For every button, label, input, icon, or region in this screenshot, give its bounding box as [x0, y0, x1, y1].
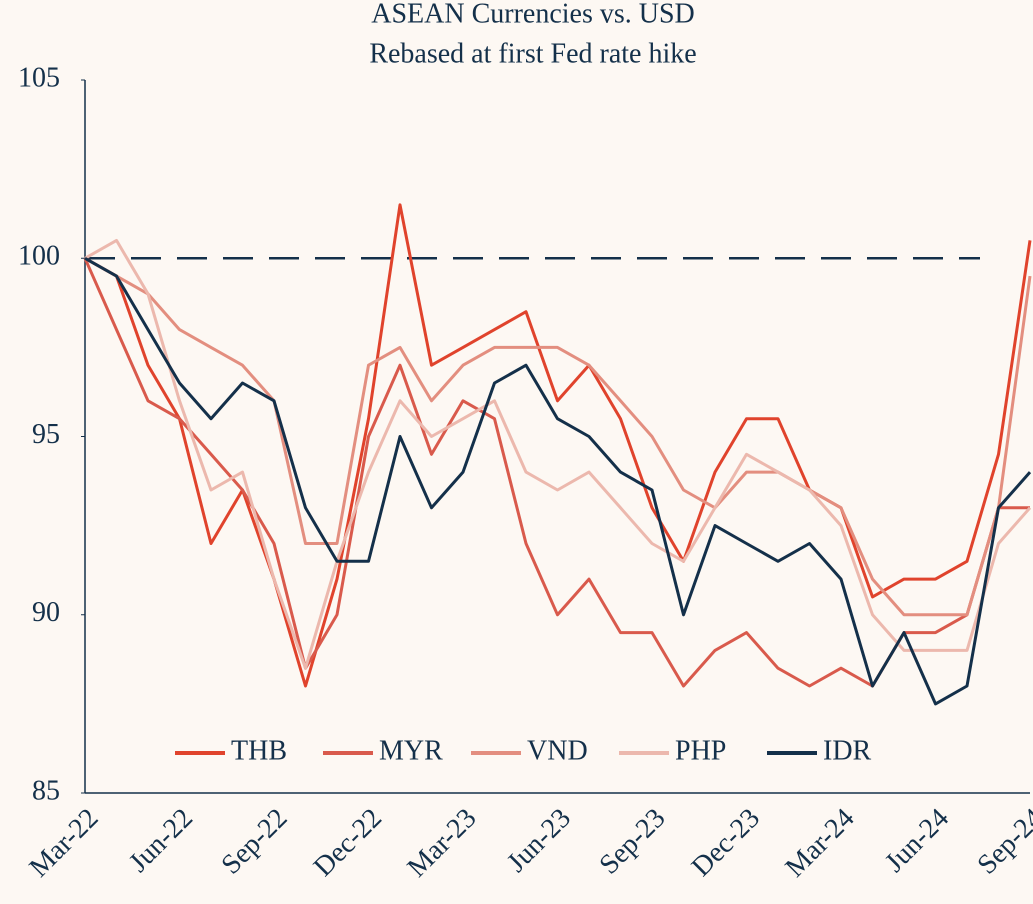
legend-label: PHP: [675, 735, 726, 766]
legend-label: THB: [231, 735, 287, 766]
chart-title: ASEAN Currencies vs. USD: [371, 0, 695, 29]
legend-label: MYR: [379, 735, 443, 766]
legend-label: IDR: [823, 735, 872, 766]
y-tick-label: 95: [32, 419, 60, 450]
legend-label: VND: [527, 735, 588, 766]
chart-subtitle: Rebased at first Fed rate hike: [369, 38, 696, 69]
y-tick-label: 100: [18, 241, 60, 272]
line-series: [84, 238, 1032, 670]
y-tick-label: 85: [32, 775, 60, 806]
line-series: [84, 256, 1032, 706]
line-series: [84, 256, 1032, 617]
y-tick-label: 105: [18, 62, 60, 93]
y-tick-label: 90: [32, 597, 60, 628]
